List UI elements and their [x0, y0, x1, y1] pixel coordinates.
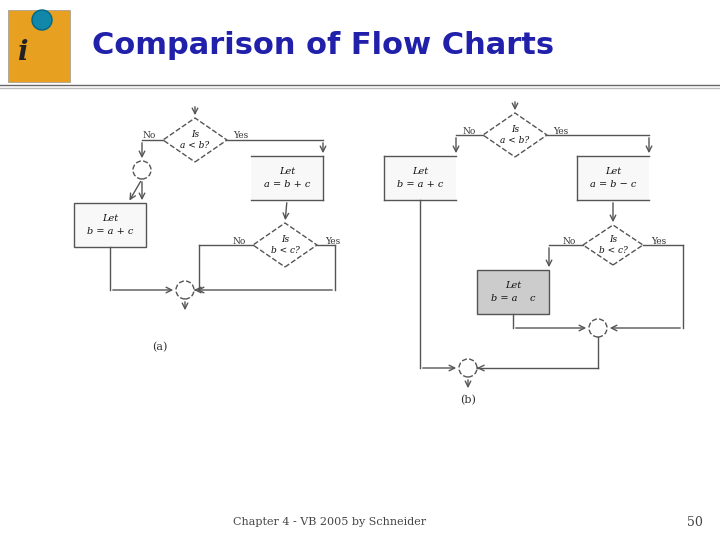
Text: (a): (a)	[153, 342, 168, 352]
Polygon shape	[163, 118, 227, 162]
Text: Yes: Yes	[233, 132, 248, 140]
Text: Let
b = a    c: Let b = a c	[491, 281, 535, 303]
Bar	[8, 10, 70, 82]
Bar	[251, 156, 323, 200]
Text: Chapter 4 - VB 2005 by Schneider: Chapter 4 - VB 2005 by Schneider	[233, 517, 426, 527]
Text: No: No	[233, 237, 246, 246]
Text: Let
b = a + c: Let b = a + c	[397, 167, 444, 189]
Text: No: No	[462, 126, 476, 136]
Bar	[477, 270, 549, 314]
Circle shape	[176, 281, 194, 299]
Circle shape	[459, 359, 477, 377]
Polygon shape	[483, 113, 547, 157]
Bar	[74, 203, 146, 247]
Text: Let
a = b − c: Let a = b − c	[590, 167, 636, 189]
Text: Is
b < c?: Is b < c?	[271, 235, 300, 255]
Text: Let
a = b + c: Let a = b + c	[264, 167, 310, 189]
Circle shape	[133, 161, 151, 179]
Text: Yes: Yes	[652, 237, 667, 246]
Text: Yes: Yes	[325, 237, 341, 246]
Circle shape	[32, 10, 52, 30]
Text: No: No	[562, 237, 576, 246]
Bar	[384, 156, 456, 200]
Bar	[577, 156, 649, 200]
Polygon shape	[583, 225, 643, 265]
Polygon shape	[253, 223, 317, 267]
Text: 50: 50	[687, 516, 703, 529]
Text: Is
a < b?: Is a < b?	[500, 125, 530, 145]
Text: Is
a < b?: Is a < b?	[181, 130, 210, 150]
Text: No: No	[143, 132, 156, 140]
Text: (b): (b)	[460, 395, 476, 405]
Text: Is
b < c?: Is b < c?	[598, 235, 627, 255]
Text: Yes: Yes	[554, 126, 569, 136]
Text: Let
b = a + c: Let b = a + c	[87, 214, 133, 236]
Text: Comparison of Flow Charts: Comparison of Flow Charts	[92, 30, 554, 59]
Circle shape	[589, 319, 607, 337]
Text: i: i	[17, 38, 27, 65]
